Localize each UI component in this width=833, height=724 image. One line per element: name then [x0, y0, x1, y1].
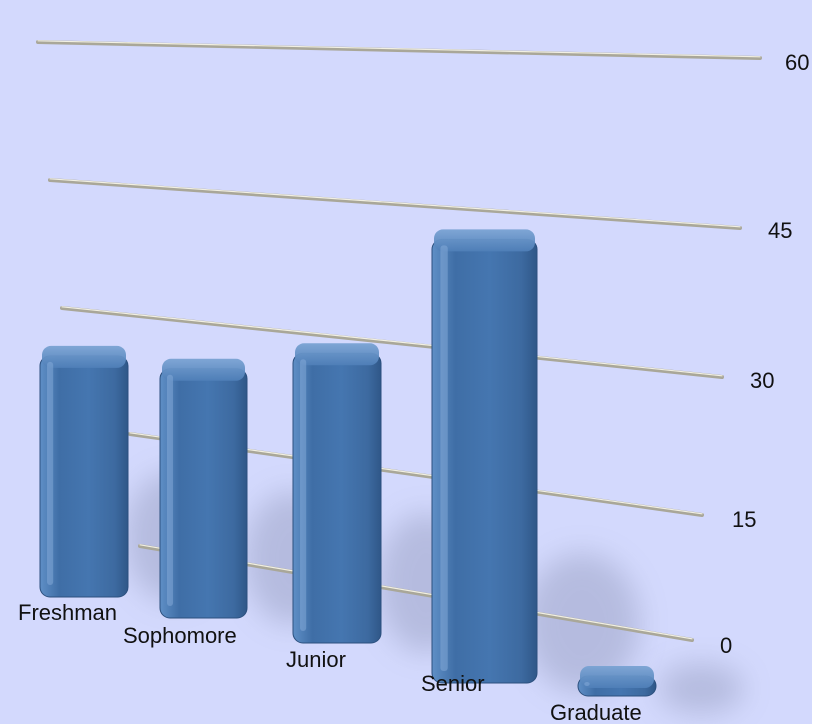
bar-top-freshman: [42, 345, 126, 368]
bar-top-sophomore: [162, 358, 245, 381]
gridline-45: [48, 178, 742, 230]
gridline-30: [60, 306, 724, 379]
gridline-highlight-45: [49, 178, 741, 228]
y-axis-tick-labels: 0 15 30 45 60: [720, 50, 809, 658]
gridline-60: [36, 40, 762, 60]
bar-highlight-senior: [440, 245, 448, 671]
category-label-junior: Junior: [286, 647, 346, 672]
bar-top-graduate: [580, 666, 654, 688]
bar-highlight-graduate: [584, 682, 590, 686]
category-label-graduate: Graduate: [550, 700, 642, 724]
bar-shadow-graduate: [658, 663, 744, 714]
bar-highlight-junior: [300, 359, 307, 631]
y-tick-label-0: 0: [720, 633, 732, 658]
y-tick-label-45: 45: [768, 218, 792, 243]
y-tick-label-60: 60: [785, 50, 809, 75]
bars: [39, 229, 657, 697]
category-label-senior: Senior: [421, 671, 485, 696]
gridline-highlight-30: [61, 306, 723, 377]
bar-top-senior: [434, 229, 535, 252]
bar-highlight-sophomore: [166, 374, 174, 606]
bar-highlight-freshman: [47, 361, 54, 585]
category-label-freshman: Freshman: [18, 600, 117, 625]
y-tick-label-15: 15: [732, 507, 756, 532]
category-label-sophomore: Sophomore: [123, 623, 237, 648]
y-tick-label-30: 30: [750, 368, 774, 393]
bar-top-junior: [295, 343, 379, 366]
gridline-highlight-60: [37, 40, 761, 58]
